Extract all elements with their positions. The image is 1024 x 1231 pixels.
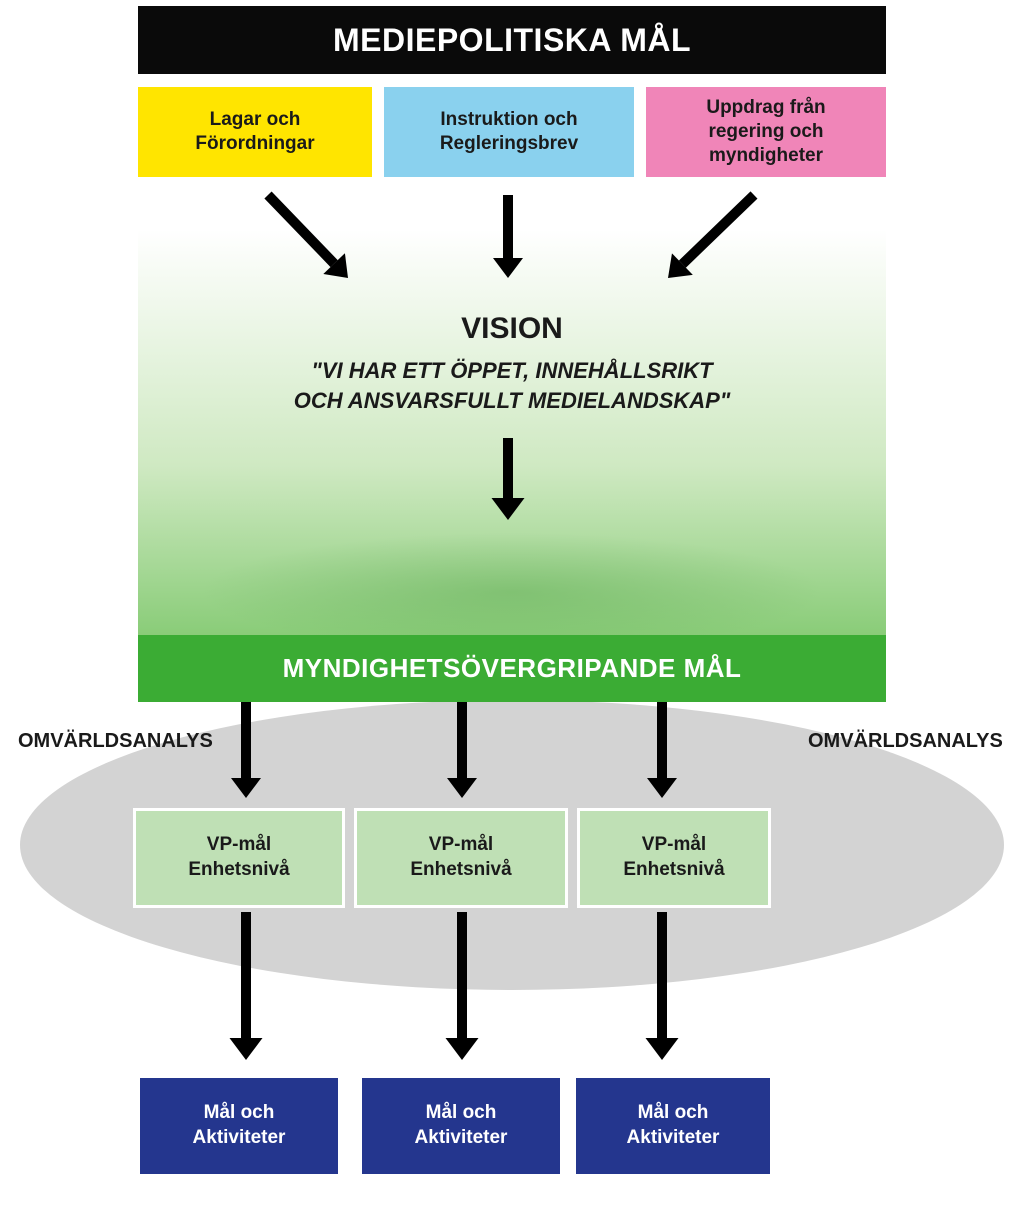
vision-block: VISION "VI HAR ETT ÖPPET, INNEHÅLLSRIKTOC…	[138, 312, 886, 415]
header-bar: MEDIEPOLITISKA MÅL	[138, 6, 886, 74]
input-box-2: Uppdrag frånregering ochmyndigheter	[646, 87, 886, 177]
input-box-label: Lagar ochFörordningar	[195, 108, 314, 156]
activity-box-0: Mål ochAktiviteter	[140, 1078, 338, 1174]
input-box-label: Instruktion ochRegleringsbrev	[440, 108, 578, 156]
activity-box-label: Mål ochAktiviteter	[193, 1101, 286, 1150]
arrow-icon	[482, 412, 534, 546]
input-box-1: Instruktion ochRegleringsbrev	[384, 87, 634, 177]
activity-box-1: Mål ochAktiviteter	[362, 1078, 560, 1174]
vision-panel-shadow	[198, 532, 826, 652]
input-box-label: Uppdrag frånregering ochmyndigheter	[706, 96, 825, 167]
activity-box-label: Mål ochAktiviteter	[627, 1101, 720, 1150]
activity-box-2: Mål ochAktiviteter	[576, 1078, 770, 1174]
arrow-icon	[636, 886, 688, 1086]
vp-box-label: VP-målEnhetsnivå	[410, 833, 511, 882]
arrow-icon	[438, 678, 486, 822]
arrow-icon	[220, 886, 272, 1086]
header-title: MEDIEPOLITISKA MÅL	[333, 22, 691, 59]
arrow-icon	[484, 171, 532, 302]
arrow-icon	[638, 678, 686, 822]
arrow-icon	[644, 171, 778, 302]
arrow-icon	[436, 886, 488, 1086]
activity-box-label: Mål ochAktiviteter	[415, 1101, 508, 1150]
omv-label-left: OMVÄRLDSANALYS	[18, 730, 213, 753]
vp-box-label: VP-målEnhetsnivå	[188, 833, 289, 882]
arrow-icon	[222, 678, 270, 822]
omv-label-right: OMVÄRLDSANALYS	[808, 730, 1003, 753]
vision-title: VISION	[138, 312, 886, 346]
input-box-0: Lagar ochFörordningar	[138, 87, 372, 177]
vp-box-label: VP-målEnhetsnivå	[623, 833, 724, 882]
vision-quote: "VI HAR ETT ÖPPET, INNEHÅLLSRIKTOCH ANSV…	[138, 356, 886, 415]
arrow-icon	[244, 171, 372, 302]
